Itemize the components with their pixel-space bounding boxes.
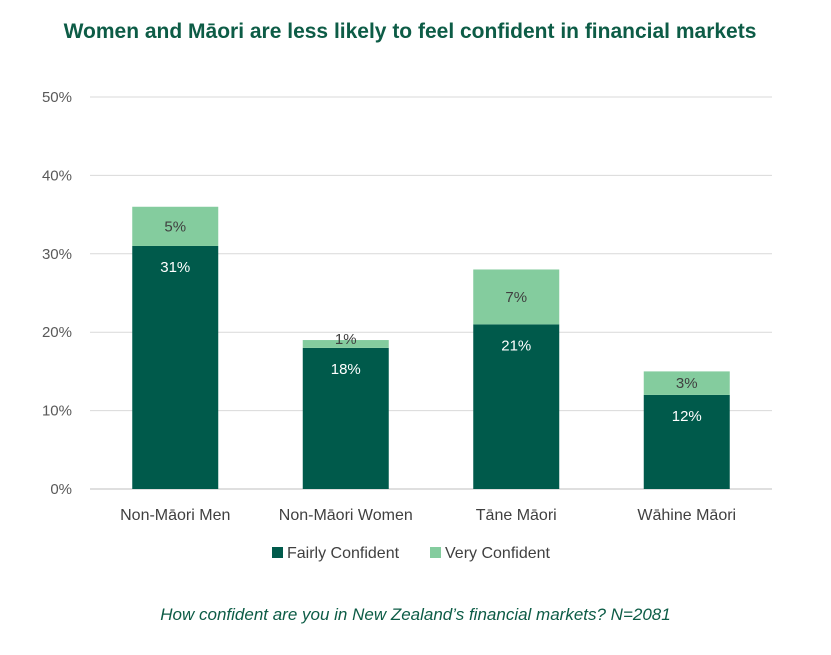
bar-very-confident <box>473 269 560 325</box>
x-category-label: Non-Māori Men <box>120 507 230 524</box>
y-tick-label: 30% <box>42 246 72 263</box>
bar-very-confident <box>132 206 219 246</box>
x-category-label: Tāne Māori <box>476 507 557 524</box>
bar-fairly-confident <box>473 324 560 489</box>
x-axis-categories: Non-Māori Men Non-Māori Women Tāne Māori Wā… <box>120 507 736 524</box>
data-label: 21% <box>501 337 531 354</box>
data-label: 31% <box>160 259 190 276</box>
data-label: 1% <box>335 331 357 348</box>
legend-label: Very Confident <box>445 545 551 562</box>
data-label: 5% <box>164 218 186 235</box>
bar-fairly-confident <box>132 245 219 489</box>
chart-title: Women and Māori are less likely to feel … <box>63 20 757 43</box>
y-tick-label: 0% <box>50 481 72 498</box>
legend-swatch <box>272 547 283 558</box>
y-axis-ticks: 0% 10% 20% 30% 40% 50% <box>42 89 72 498</box>
y-tick-label: 50% <box>42 89 72 106</box>
y-tick-label: 20% <box>42 324 72 341</box>
bar-very-confident <box>302 340 389 348</box>
chart-caption: How confident are you in New Zealand’s f… <box>160 605 671 624</box>
data-label: 12% <box>672 408 702 425</box>
x-category-label: Non-Māori Women <box>279 507 413 524</box>
legend-swatch <box>430 547 441 558</box>
x-category-label: Wāhine Māori <box>637 507 736 524</box>
legend: Fairly Confident Very Confident <box>272 545 551 562</box>
data-label: 7% <box>505 289 527 306</box>
bar-fairly-confident <box>302 347 389 489</box>
data-label: 3% <box>676 375 698 392</box>
y-tick-label: 10% <box>42 403 72 420</box>
legend-label: Fairly Confident <box>287 545 400 562</box>
y-tick-label: 40% <box>42 167 72 184</box>
bar-very-confident <box>643 371 730 395</box>
bar-chart: 0% 10% 20% 30% 40% 50% 31% 5% 18% 1% 21% 7% 12% 3% N… <box>42 89 772 562</box>
data-label: 18% <box>331 361 361 378</box>
bar-fairly-confident <box>643 394 730 489</box>
bars: 31% 5% 18% 1% 21% 7% 12% 3% <box>132 206 730 489</box>
